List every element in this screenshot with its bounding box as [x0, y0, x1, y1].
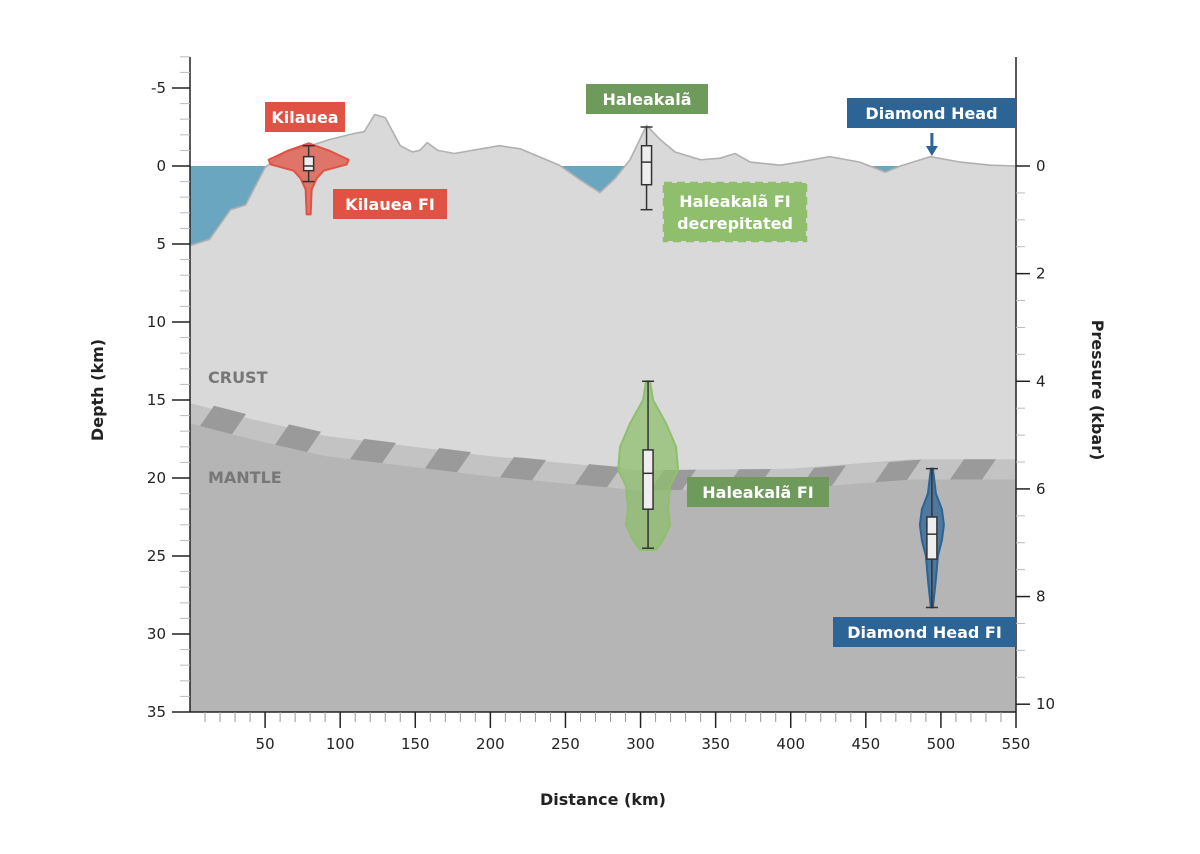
label-box: [833, 617, 1016, 647]
y-tick-label: 30: [147, 625, 166, 643]
crust-label: CRUST: [208, 368, 268, 387]
label-text: Diamond Head FI: [847, 623, 1002, 642]
x-tick-label: 550: [1002, 735, 1031, 753]
y-tick-label: -5: [151, 79, 166, 97]
y2-tick-label: 0: [1036, 157, 1046, 175]
label-text: Haleakalã: [602, 90, 691, 109]
box-iqr: [302, 155, 315, 172]
y2-tick-label: 4: [1036, 372, 1046, 390]
moho-hatch-dash: [500, 457, 546, 481]
label-inner: [668, 187, 802, 237]
moho-hatch-dash: [950, 459, 996, 480]
violin-diamond-head-fi: [918, 467, 945, 609]
box-iqr: [926, 516, 938, 560]
violins: [267, 126, 945, 609]
label-diamond-head: Diamond Head: [847, 98, 1016, 156]
label-text: Diamond Head: [865, 104, 997, 123]
y-tick-label: 10: [147, 313, 166, 331]
x-tick-label: 100: [326, 735, 355, 753]
y2-tick-label: 10: [1036, 695, 1055, 713]
label-text: Haleakalã FI: [702, 483, 814, 502]
moho-hatch-dash: [350, 438, 396, 464]
y2-axis-label: Pressure (kbar): [1088, 320, 1107, 461]
label-box: [265, 102, 345, 132]
moho-hatch-dash: [425, 448, 471, 473]
moho-hatch-dash: [875, 459, 921, 483]
violin-kilauea-fi: [267, 142, 350, 216]
y-tick-label: 5: [156, 235, 166, 253]
y2-tick-label: 2: [1036, 265, 1046, 283]
y-tick-label: 35: [147, 703, 166, 721]
box-iqr: [642, 449, 654, 510]
moho-hatch-dash: [275, 424, 321, 453]
x-tick-label: 350: [701, 735, 730, 753]
label-haleakal-fi: Haleakalã FI decrepitated: [662, 181, 808, 243]
label-kilauea-fi: Kilauea FI: [333, 189, 447, 219]
label-text: decrepitated: [677, 214, 793, 233]
topography-line: [189, 113, 1017, 247]
label-haleakal-fi: Haleakalã FI: [687, 477, 829, 507]
x-tick-label: 50: [256, 735, 275, 753]
moho-transition-band: [190, 403, 1016, 491]
x-tick-label: 300: [626, 735, 655, 753]
x-tick-label: 250: [551, 735, 580, 753]
label-box: [847, 98, 1016, 128]
label-text: Kilauea FI: [345, 195, 435, 214]
moho-hatch-dash: [575, 464, 621, 488]
plot-area: [189, 57, 1017, 712]
y-axis-label: Depth (km): [88, 339, 107, 441]
x-axis-label: Distance (km): [540, 790, 666, 809]
violin-haleakal-fi: [617, 380, 680, 551]
x-tick-label: 400: [776, 735, 805, 753]
y-tick-label: 0: [156, 157, 166, 175]
label-diamond-head-fi: Diamond Head FI: [833, 617, 1016, 647]
label-text: Kilauea: [271, 108, 338, 127]
x-tick-label: 500: [927, 735, 956, 753]
y2-tick-label: 8: [1036, 588, 1046, 606]
arrow-head-icon: [925, 146, 938, 156]
x-tick-label: 150: [401, 735, 430, 753]
annotations: Kilauea Kilauea FI Haleakalã Haleakalã FI de…: [265, 84, 1016, 647]
box-iqr: [640, 144, 653, 186]
y2-tick-label: 6: [1036, 480, 1046, 498]
label-box: [333, 189, 447, 219]
label-box: [586, 84, 708, 114]
y-tick-label: 15: [147, 391, 166, 409]
violin-haleakal-: [640, 126, 653, 211]
x-tick-label: 200: [476, 735, 505, 753]
label-text: Haleakalã FI: [679, 192, 791, 211]
y-tick-label: 25: [147, 547, 166, 565]
x-tick-label: 450: [851, 735, 880, 753]
label-box: [687, 477, 829, 507]
moho-hatch-dash: [200, 405, 246, 435]
mantle-label: MANTLE: [208, 468, 282, 487]
label-kilauea: Kilauea: [265, 102, 345, 132]
label-haleakal-: Haleakalã: [586, 84, 708, 114]
y-tick-label: 20: [147, 469, 166, 487]
